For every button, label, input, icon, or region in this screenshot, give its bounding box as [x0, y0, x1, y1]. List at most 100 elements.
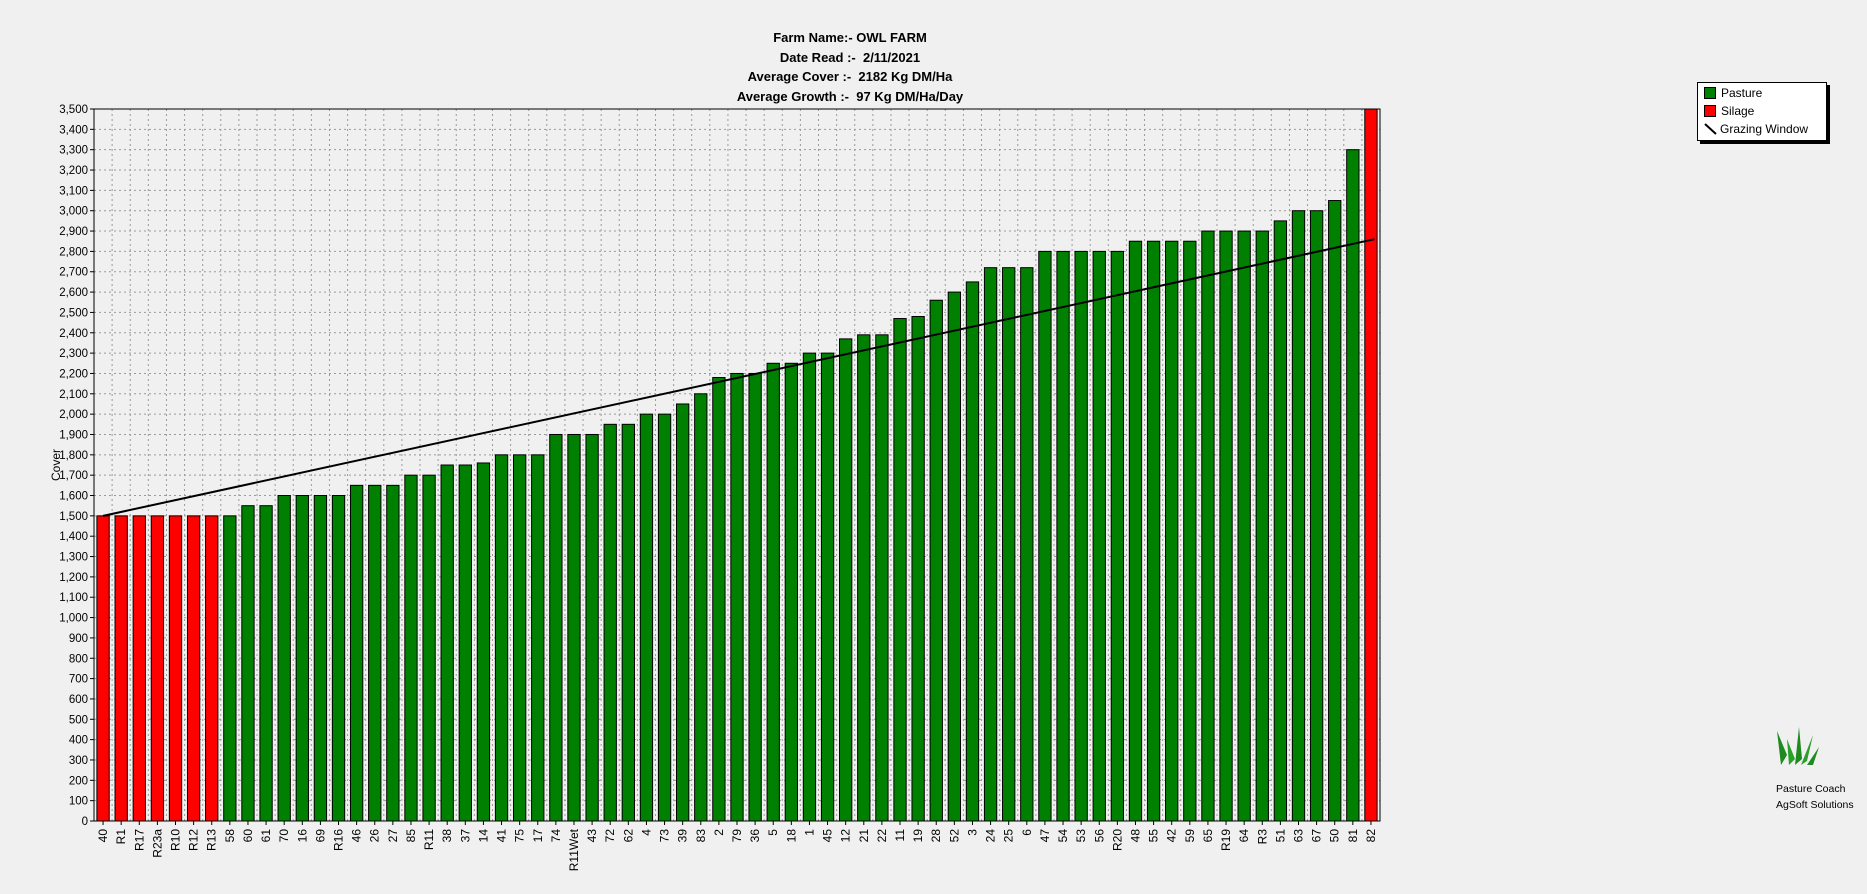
x-tick-label-63: 63 — [1291, 829, 1305, 843]
bar-19 — [911, 315, 925, 822]
y-tick-label: 500 — [69, 714, 88, 726]
plot-frame — [93, 108, 1381, 822]
x-tick-label-59: 59 — [1183, 829, 1197, 843]
x-tick-label-36: 36 — [748, 829, 762, 843]
y-tick-label: 3,400 — [59, 124, 88, 136]
y-tick-label: 2,600 — [59, 287, 88, 299]
x-tick-label-39: 39 — [676, 829, 690, 843]
bar-56 — [1092, 250, 1106, 822]
legend: Pasture Silage Grazing Window — [1697, 82, 1827, 141]
bar-43 — [585, 433, 599, 822]
x-tick-label-R19: R19 — [1219, 829, 1233, 851]
bar-R11 — [422, 474, 436, 822]
bar-85 — [404, 474, 418, 822]
bar-39 — [676, 403, 690, 822]
bar-5 — [766, 362, 780, 822]
x-tick-label-64: 64 — [1237, 829, 1251, 843]
x-tick-label-61: 61 — [259, 829, 273, 843]
x-tick-label-27: 27 — [386, 829, 400, 843]
x-tick-label-62: 62 — [621, 829, 635, 843]
legend-label-grazing-window: Grazing Window — [1720, 122, 1809, 136]
x-tick-label-43: 43 — [585, 829, 599, 843]
bar-12 — [839, 338, 853, 822]
y-tick-label: 1,200 — [59, 572, 88, 584]
title-farm-name: Farm Name:- OWL FARM — [773, 30, 927, 45]
bar-14 — [476, 462, 491, 822]
x-tick-label-74: 74 — [549, 829, 563, 843]
bar-72 — [603, 423, 617, 822]
x-tick-label-83: 83 — [694, 829, 708, 843]
bar-61 — [259, 505, 273, 822]
x-tick-label-R16: R16 — [332, 829, 346, 851]
bar-65 — [1201, 230, 1215, 822]
legend-item-pasture: Pasture — [1704, 86, 1762, 100]
x-tick-labels: 40 R1 R17 R23a R10 R12 R13 58 60 61 70 16 69 R16 46 26 2… — [96, 828, 1378, 871]
x-tick-label-25: 25 — [1002, 829, 1016, 843]
bar-74 — [549, 433, 563, 822]
branding-line-2: AgSoft Solutions — [1776, 799, 1854, 811]
bar-50 — [1328, 200, 1342, 822]
legend-label-pasture: Pasture — [1721, 86, 1763, 100]
y-tick-label: 0 — [82, 816, 88, 828]
title-average-cover: Average Cover :- 2182 Kg DM/Ha — [747, 69, 953, 84]
x-tick-label-81: 81 — [1346, 829, 1360, 843]
legend-swatch-silage — [1704, 105, 1716, 117]
bar-47 — [1038, 250, 1052, 822]
x-tick-label-45: 45 — [821, 829, 835, 843]
y-tick-label: 2,000 — [59, 409, 88, 421]
y-tick-label: 1,700 — [59, 470, 88, 482]
chart-title: Farm Name:- OWL FARM Date Read :- 2/11/2… — [0, 28, 1700, 106]
y-tick-label: 1,100 — [59, 592, 88, 604]
legend-item-grazing-window: Grazing Window — [1704, 122, 1808, 136]
bar-38 — [440, 464, 454, 822]
y-tick-label: 400 — [69, 735, 88, 747]
y-tick-label: 2,900 — [59, 226, 88, 238]
x-tick-label-R11Wet: R11Wet — [567, 828, 581, 871]
bar-54 — [1056, 250, 1070, 822]
bar-64 — [1237, 230, 1251, 822]
y-tick-label: 1,300 — [59, 552, 88, 564]
y-tick-label: 3,000 — [59, 206, 88, 218]
bar-46 — [349, 484, 364, 822]
bar-69 — [313, 495, 328, 822]
y-tick-label: 800 — [69, 653, 88, 665]
y-tick-label: 1,900 — [59, 429, 88, 441]
x-tick-label-67: 67 — [1310, 829, 1324, 843]
y-tick-label: 1,800 — [59, 450, 88, 462]
bar-70 — [277, 495, 291, 822]
y-tick-label: 300 — [69, 755, 88, 767]
branding-line-1: Pasture Coach — [1776, 783, 1846, 795]
bar-62 — [621, 423, 635, 822]
bars — [96, 108, 1378, 822]
y-tick-label: 3,300 — [59, 145, 88, 157]
bar-R3 — [1255, 230, 1269, 822]
x-tick-label-41: 41 — [495, 829, 509, 843]
x-tick-label-28: 28 — [929, 829, 943, 843]
x-tick-label-75: 75 — [513, 829, 527, 843]
bar-R11Wet — [567, 433, 581, 822]
x-tick-label-19: 19 — [911, 829, 925, 843]
bar-42 — [1165, 240, 1179, 822]
x-tick-label-42: 42 — [1165, 829, 1179, 843]
y-tick-label: 3,200 — [59, 165, 88, 177]
x-tick-label-73: 73 — [658, 829, 672, 843]
y-tick-label: 900 — [69, 633, 88, 645]
bar-1 — [802, 352, 817, 822]
x-tick-label-22: 22 — [875, 829, 889, 843]
bar-3 — [965, 281, 980, 822]
x-tick-label-79: 79 — [730, 829, 744, 843]
x-tick-label-R11: R11 — [422, 829, 436, 850]
title-average-growth: Average Growth :- 97 Kg DM/Ha/Day — [736, 88, 964, 104]
bar-R16 — [331, 495, 346, 822]
x-tick-label-69: 69 — [313, 829, 327, 843]
bar-55 — [1146, 240, 1161, 822]
bar-40 — [96, 515, 110, 822]
x-tick-label-R23a: R23a — [150, 829, 164, 858]
bar-79 — [730, 372, 744, 822]
bar-R12 — [186, 515, 201, 822]
y-tick-label: 1,600 — [59, 491, 88, 503]
x-tick-label-2: 2 — [712, 829, 726, 836]
legend-swatch-pasture — [1704, 87, 1716, 99]
x-tick-label-52: 52 — [947, 829, 961, 843]
